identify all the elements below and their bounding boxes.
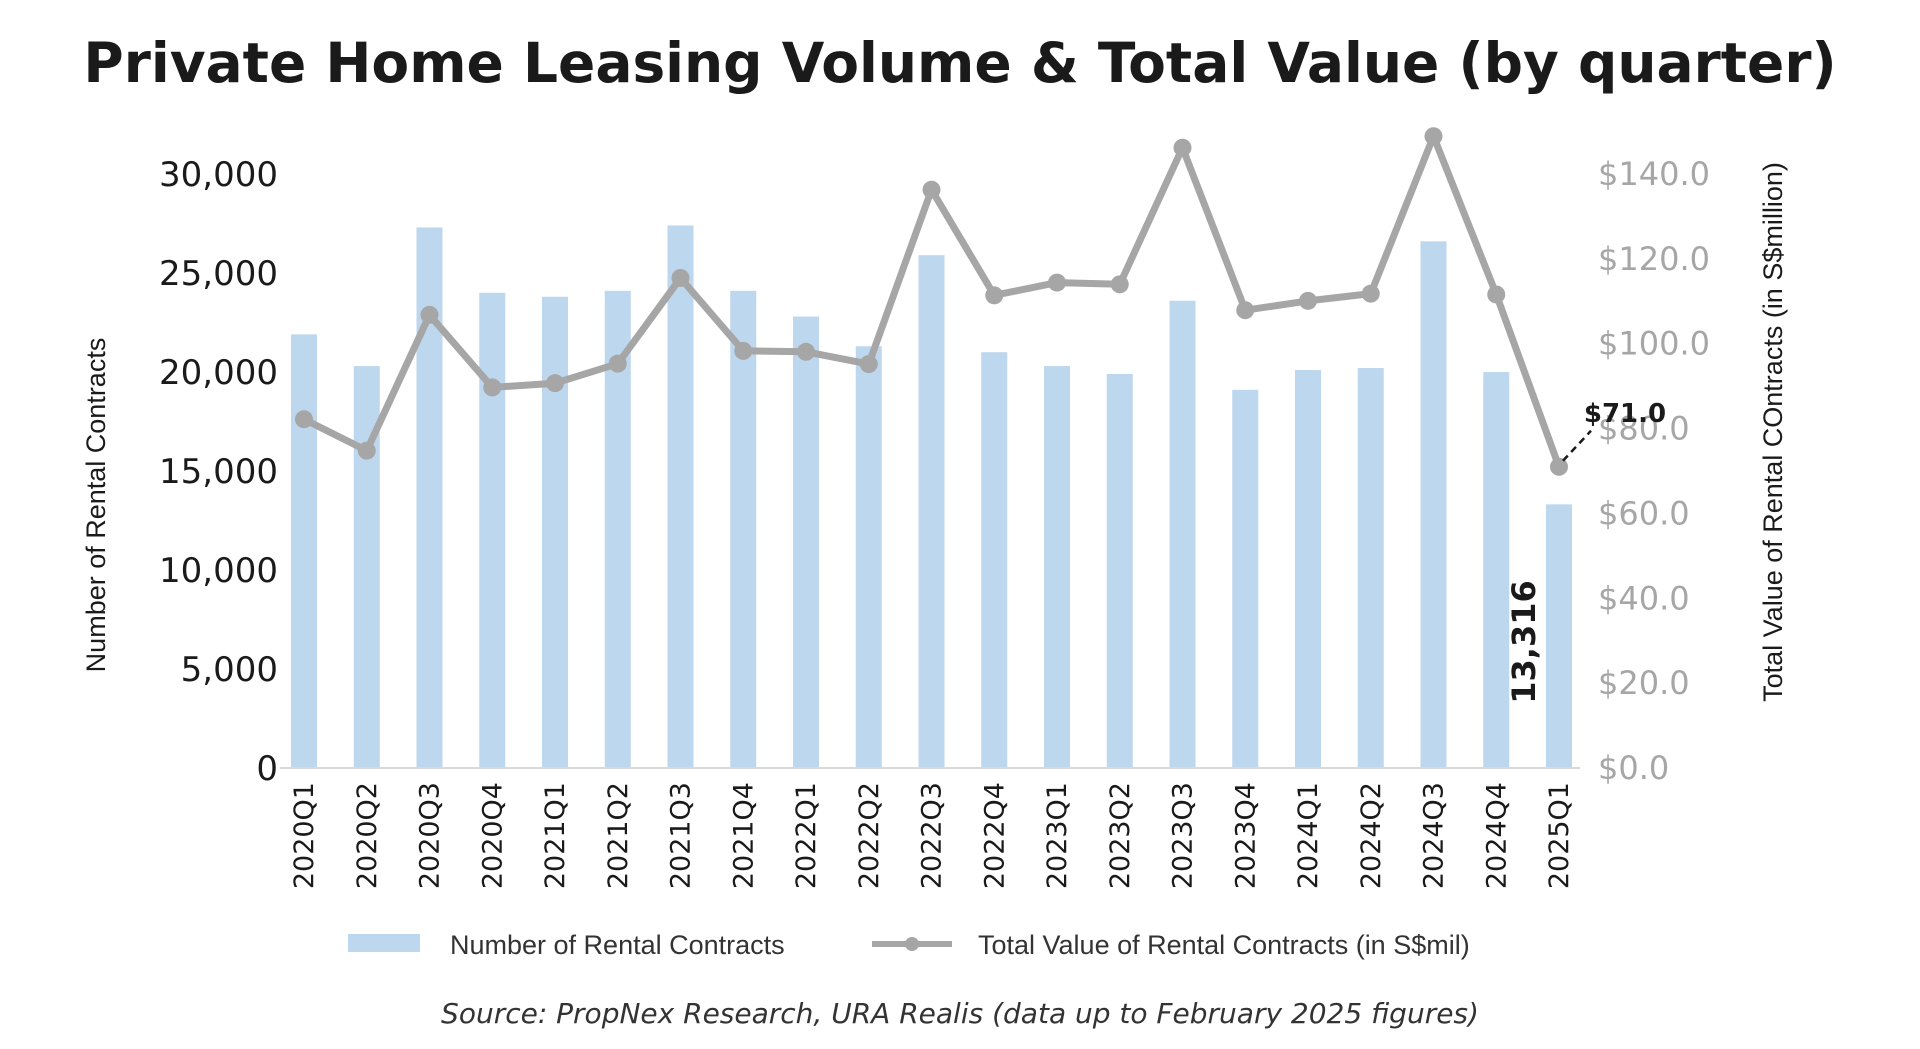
left-axis-tick-label: 30,000 (159, 155, 278, 195)
category-label: 2024Q3 (1419, 782, 1450, 889)
left-axis-ticks: 30,000 25,000 20,000 15,000 10,000 5,000 0 (159, 155, 278, 789)
left-axis-tick-label: 25,000 (159, 254, 278, 294)
category-labels: 2020Q1 2020Q2 2020Q3 2020Q4 2021Q1 2021Q2 2021… (289, 782, 1575, 889)
category-label: 2022Q1 (791, 782, 822, 889)
category-label: 2022Q4 (979, 782, 1010, 889)
category-label: 2020Q1 (289, 782, 320, 889)
bar-2023Q2 (1106, 373, 1133, 768)
right-axis-tick-label: $20.0 (1598, 664, 1690, 702)
right-axis-tick-label: $80.0 (1598, 410, 1690, 448)
line-series (295, 127, 1568, 476)
last-bar-label: 13,316 (1505, 580, 1543, 703)
right-axis-tick-label: $40.0 (1598, 579, 1690, 617)
bar-2022Q3 (918, 255, 945, 768)
left-axis-title: Number of Rental Contracts (81, 338, 111, 673)
bar-2021Q1 (542, 296, 568, 768)
bar-2023Q1 (1044, 366, 1070, 768)
source-note: Source: PropNex Research, URA Realis (da… (441, 997, 1479, 1030)
value-point-2022Q1 (797, 342, 815, 361)
bar-2024Q1 (1295, 370, 1321, 768)
category-label: 2022Q3 (917, 782, 948, 889)
right-axis-ticks: $140.0 $120.0 $100.0 $80.0 $60.0 $40.0 $20.0 $0… (1598, 155, 1710, 787)
bar-2021Q4 (730, 290, 757, 768)
category-label: 2020Q4 (477, 782, 508, 889)
value-point-2020Q2 (357, 441, 376, 460)
category-label: 2024Q4 (1481, 782, 1512, 889)
right-axis-title: Total Value of Rental COntracts (in S$mi… (1758, 162, 1788, 702)
category-label: 2023Q1 (1042, 782, 1073, 889)
value-point-2023Q4 (1236, 301, 1255, 320)
bar-2022Q1 (793, 316, 819, 768)
category-label: 2021Q3 (666, 782, 697, 889)
bar-2024Q2 (1357, 368, 1384, 768)
category-label: 2021Q1 (540, 782, 571, 889)
value-point-2021Q4 (734, 341, 753, 360)
value-point-2021Q1 (546, 374, 564, 393)
bar-2021Q3 (667, 225, 694, 769)
legend-line-label: Total Value of Rental Contracts (in S$mi… (978, 930, 1470, 960)
legend-bar-label: Number of Rental Contracts (450, 930, 785, 960)
value-point-2020Q4 (483, 378, 502, 397)
right-axis-tick-label: $60.0 (1598, 494, 1690, 532)
category-label: 2020Q2 (352, 782, 383, 889)
annotations: $71.0 13,316 (1505, 399, 1666, 704)
value-point-2020Q1 (295, 410, 313, 429)
bar-2023Q3 (1169, 300, 1196, 768)
right-axis-tick-label: $0.0 (1598, 749, 1669, 787)
category-label: 2023Q4 (1230, 782, 1261, 889)
bar-2024Q3 (1420, 241, 1447, 768)
chart-title: Private Home Leasing Volume & Total Valu… (83, 31, 1836, 95)
category-label: 2025Q1 (1544, 782, 1575, 889)
left-axis-tick-label: 20,000 (159, 353, 278, 393)
category-label: 2021Q2 (603, 782, 634, 889)
value-point-2024Q2 (1361, 284, 1380, 303)
value-point-2024Q1 (1299, 291, 1317, 310)
legend-line-marker (905, 937, 919, 951)
value-point-2023Q1 (1048, 273, 1066, 292)
left-axis-tick-label: 10,000 (159, 551, 278, 591)
legend: Number of Rental Contracts Total Value o… (348, 930, 1470, 960)
right-axis-tick-label: $120.0 (1598, 240, 1710, 278)
value-point-2022Q3 (922, 180, 941, 199)
value-point-2024Q4 (1487, 285, 1506, 304)
category-label: 2022Q2 (854, 782, 885, 889)
value-point-2023Q3 (1173, 138, 1192, 157)
bar-2024Q4 (1483, 372, 1510, 768)
bar-2020Q1 (291, 334, 317, 768)
value-callout-leader (1562, 429, 1592, 462)
value-point-2020Q3 (420, 305, 439, 324)
right-axis-tick-label: $140.0 (1598, 155, 1710, 193)
bar-2022Q2 (855, 346, 882, 768)
bar-2020Q4 (479, 292, 506, 768)
legend-bar-swatch (348, 934, 420, 952)
bar-2025Q1 (1546, 504, 1572, 768)
left-axis-tick-label: 0 (256, 749, 278, 789)
category-label: 2024Q2 (1356, 782, 1387, 889)
bar-2022Q4 (981, 352, 1008, 768)
category-label: 2020Q3 (415, 782, 446, 889)
category-label: 2024Q1 (1293, 782, 1324, 889)
value-point-2023Q2 (1110, 275, 1129, 294)
value-point-2021Q2 (608, 354, 627, 373)
bar-2023Q4 (1232, 389, 1259, 768)
bar-series (291, 225, 1572, 769)
value-point-2021Q3 (671, 268, 690, 287)
value-point-2025Q1 (1550, 457, 1568, 476)
last-value-label: $71.0 (1584, 399, 1666, 429)
left-axis-tick-label: 15,000 (159, 452, 278, 492)
left-axis-tick-label: 5,000 (181, 650, 278, 690)
category-label: 2023Q3 (1168, 782, 1199, 889)
category-label: 2023Q2 (1105, 782, 1136, 889)
value-point-2022Q2 (859, 355, 878, 374)
category-label: 2021Q4 (728, 782, 759, 889)
value-point-2022Q4 (985, 286, 1004, 305)
right-axis-tick-label: $100.0 (1598, 325, 1710, 363)
value-point-2024Q3 (1424, 127, 1443, 146)
